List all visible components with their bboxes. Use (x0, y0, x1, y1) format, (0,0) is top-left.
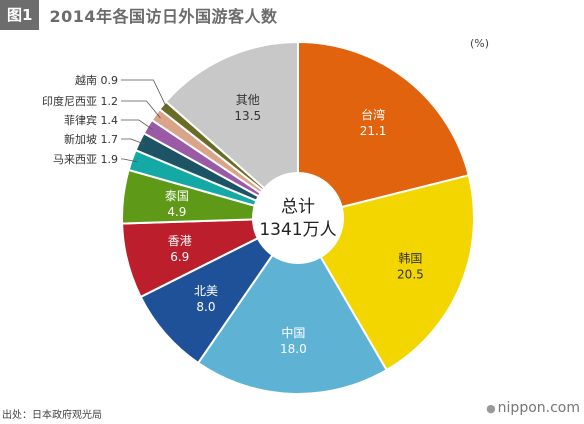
slice-label-0: 台湾 (361, 107, 385, 122)
pie-slice-0 (297, 40, 470, 220)
slice-outside-label-9: 印度尼西亚 1.2 (42, 94, 118, 108)
leader-line-8 (121, 119, 154, 130)
chart-title: 2014年各国访日外国游客人数 (49, 7, 278, 26)
slice-value-11: 13.5 (234, 109, 261, 123)
leader-line-7 (121, 138, 146, 145)
slice-value-5: 4.9 (167, 205, 186, 219)
brand-logo: ● nippon.com (486, 400, 580, 416)
brand-icon: ● (486, 401, 496, 415)
slice-label-4: 香港 (168, 234, 192, 248)
slice-value-1: 20.5 (397, 267, 424, 281)
figure-header: 图1 2014年各国访日外国游客人数 (0, 0, 277, 30)
slice-outside-label-10: 越南 0.9 (75, 73, 118, 87)
pie-slice-2 (196, 216, 389, 395)
slice-label-3: 北美 (194, 284, 218, 298)
source-note: 出处：日本政府观光局 (2, 410, 102, 421)
leader-line-10 (121, 79, 168, 110)
center-label-total: 1341万人 (259, 220, 336, 240)
pie-slice-11 (164, 40, 299, 221)
slice-label-5: 泰国 (165, 189, 189, 203)
brand-name: nippon.com (497, 400, 580, 416)
slice-value-2: 18.0 (280, 342, 307, 356)
slice-label-2: 中国 (281, 325, 305, 340)
leader-line-6 (121, 158, 138, 163)
slice-value-0: 21.1 (360, 124, 387, 138)
pie-labels: 台湾 21.1 韩国 20.5 中国 18.0 北美 8.0 香港 6.9 泰国 4.9 马来西亚 1.… (42, 73, 424, 356)
unit-label: (%) (470, 37, 490, 50)
leader-line-9 (121, 100, 161, 119)
slice-value-4: 6.9 (170, 250, 189, 264)
center-label-title: 总计 (281, 197, 315, 217)
slice-outside-label-7: 新加坡 1.7 (64, 132, 118, 146)
donut-hole (252, 172, 344, 264)
slice-value-3: 8.0 (196, 300, 215, 314)
figure-badge: 图1 (0, 0, 40, 30)
slice-outside-label-8: 菲律宾 1.4 (64, 113, 118, 127)
slice-label-1: 韩国 (398, 250, 422, 265)
slice-label-11: 其他 (236, 93, 260, 107)
slice-outside-label-6: 马来西亚 1.9 (53, 153, 118, 166)
pie-slice-3 (139, 217, 299, 365)
